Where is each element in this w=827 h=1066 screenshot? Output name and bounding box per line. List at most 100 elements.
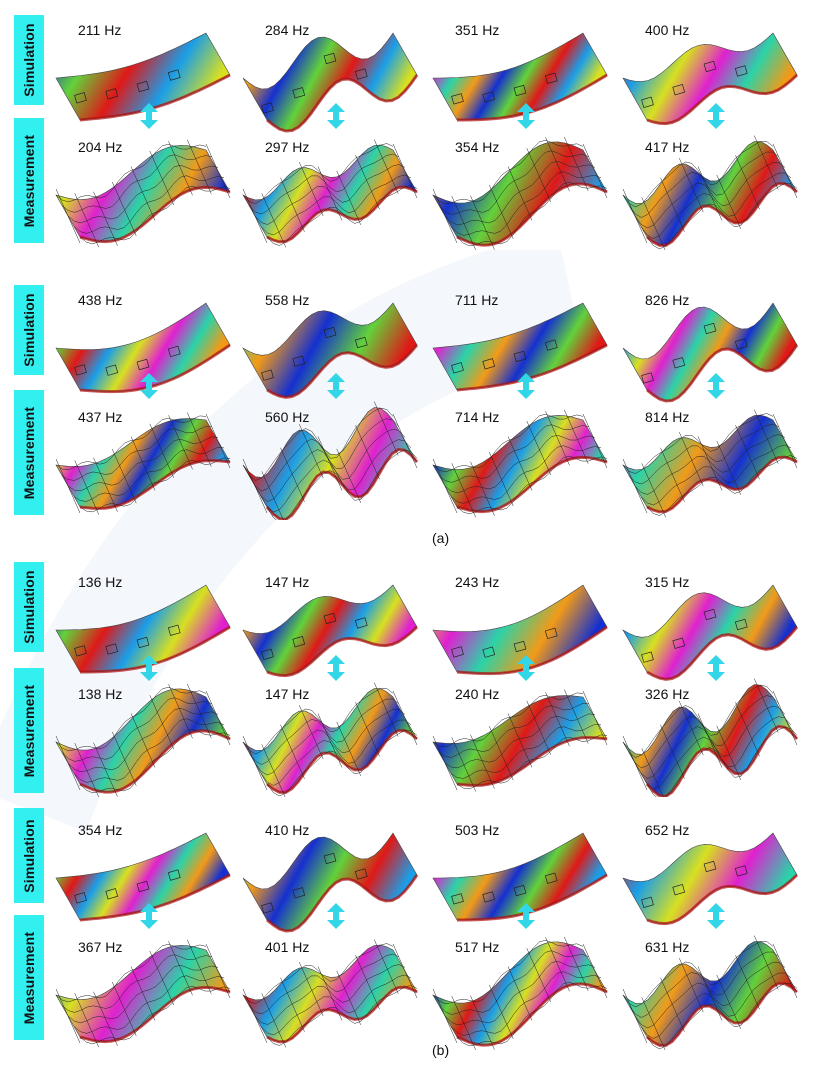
measured-mode-shape (622, 935, 798, 1050)
measured-mode-shape (622, 409, 798, 518)
measurement-row-label: Measurement (14, 915, 44, 1040)
simulated-mode-shape (242, 302, 419, 399)
simulation-plot (615, 560, 805, 685)
simulated-mode-shape (622, 584, 799, 681)
measured-mode-shape (622, 135, 798, 250)
frequency-label: 826 Hz (645, 292, 690, 308)
double-arrow-icon (707, 103, 725, 129)
frequency-label: 417 Hz (645, 139, 690, 155)
measured-mode-shape (55, 683, 231, 797)
frequency-label: 503 Hz (455, 822, 500, 838)
frequency-label: 315 Hz (645, 574, 690, 590)
simulated-mode-shape (242, 32, 419, 133)
measurement-plot (48, 925, 238, 1050)
row-label-text: Simulation (21, 818, 37, 893)
measurement-plot (615, 925, 805, 1050)
frequency-label: 560 Hz (265, 409, 310, 425)
frequency-label: 714 Hz (455, 409, 500, 425)
measured-mode-shape (432, 409, 608, 518)
frequency-label: 240 Hz (455, 686, 500, 702)
measurement-plot (48, 125, 238, 250)
simulation-plot (235, 560, 425, 685)
measurement-plot (615, 125, 805, 250)
simulated-mode-shape (55, 302, 231, 394)
measurement-plot (425, 395, 615, 520)
measurement-plot (615, 395, 805, 520)
double-arrow-icon (517, 903, 535, 929)
row-label-text: Measurement (21, 684, 37, 777)
simulation-plot (235, 8, 425, 133)
double-arrow-icon (517, 373, 535, 399)
double-arrow-icon (707, 373, 725, 399)
double-arrow-icon (327, 373, 345, 399)
double-arrow-icon (517, 655, 535, 681)
double-arrow-icon (140, 903, 158, 929)
simulated-mode-shape (432, 584, 608, 676)
measurement-row-label: Measurement (14, 390, 44, 515)
row-label-text: Simulation (21, 23, 37, 97)
simulation-plot (615, 808, 805, 933)
measured-mode-shape (432, 936, 608, 1050)
frequency-label: 437 Hz (78, 409, 123, 425)
double-arrow-icon (327, 655, 345, 681)
simulation-plot (615, 278, 805, 403)
measurement-plot (48, 395, 238, 520)
frequency-label: 284 Hz (265, 22, 310, 38)
measurement-row-label: Measurement (14, 668, 44, 793)
frequency-label: 326 Hz (645, 686, 690, 702)
frequency-label: 400 Hz (645, 22, 690, 38)
frequency-label: 243 Hz (455, 574, 500, 590)
frequency-label: 297 Hz (265, 139, 310, 155)
simulation-row-label: Simulation (14, 15, 44, 105)
frequency-label: 814 Hz (645, 409, 690, 425)
frequency-label: 147 Hz (265, 574, 310, 590)
measurement-plot (235, 125, 425, 250)
frequency-label: 652 Hz (645, 822, 690, 838)
measured-mode-shape (242, 939, 418, 1048)
measurement-row-label: Measurement (14, 118, 44, 243)
simulated-mode-shape (622, 302, 799, 403)
measured-mode-shape (242, 139, 418, 248)
simulation-plot (235, 278, 425, 403)
simulation-row-label: Simulation (14, 562, 44, 652)
measurement-plot (425, 925, 615, 1050)
double-arrow-icon (327, 103, 345, 129)
measurement-plot (235, 925, 425, 1050)
simulation-plot (615, 8, 805, 133)
simulation-row-label: Simulation (14, 808, 44, 903)
double-arrow-icon (327, 903, 345, 929)
double-arrow-icon (140, 373, 158, 399)
frequency-label: 401 Hz (265, 939, 310, 955)
row-label-text: Measurement (21, 406, 37, 499)
frequency-label: 351 Hz (455, 22, 500, 38)
simulation-plot (48, 808, 238, 933)
simulation-plot (425, 560, 615, 685)
frequency-label: 136 Hz (78, 574, 123, 590)
frequency-label: 138 Hz (78, 686, 123, 702)
measurement-plot (235, 672, 425, 797)
frequency-label: 410 Hz (265, 822, 310, 838)
measured-mode-shape (242, 401, 419, 520)
measured-mode-shape (242, 682, 418, 797)
frequency-label: 354 Hz (455, 139, 500, 155)
row-label-text: Measurement (21, 931, 37, 1024)
panel-label: (a) (432, 530, 450, 546)
simulation-plot (235, 808, 425, 933)
frequency-label: 367 Hz (78, 939, 123, 955)
simulated-mode-shape (55, 32, 231, 122)
frequency-label: 204 Hz (78, 139, 123, 155)
frequency-label: 354 Hz (78, 822, 123, 838)
frequency-label: 517 Hz (455, 939, 500, 955)
double-arrow-icon (140, 103, 158, 129)
simulated-mode-shape (622, 832, 799, 926)
measured-mode-shape (55, 412, 231, 515)
measurement-plot (425, 672, 615, 797)
simulation-plot (425, 278, 615, 403)
measurement-plot (235, 395, 425, 520)
double-arrow-icon (707, 903, 725, 929)
measured-mode-shape (55, 939, 231, 1048)
simulated-mode-shape (622, 32, 799, 126)
frequency-label: 438 Hz (78, 292, 123, 308)
double-arrow-icon (707, 655, 725, 681)
panel-label: (b) (432, 1042, 450, 1058)
